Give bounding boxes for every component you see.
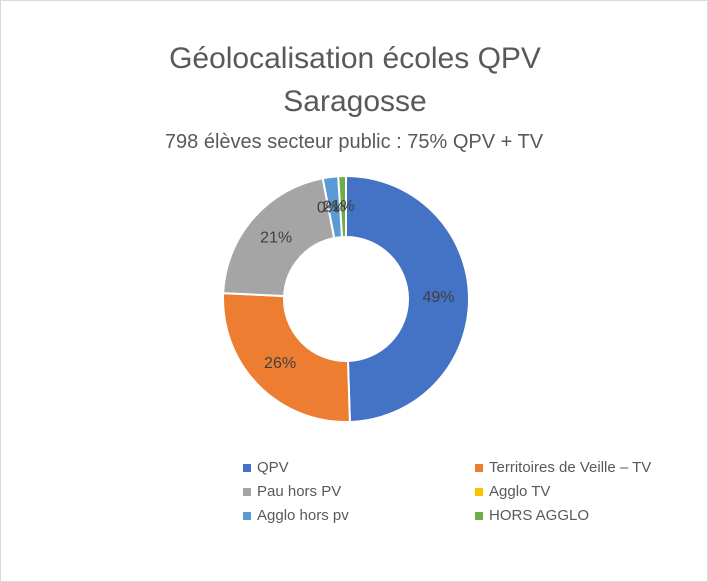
data-label: 0% <box>317 199 340 216</box>
data-label: 49% <box>422 289 454 306</box>
legend-label: Pau hors PV <box>257 483 341 500</box>
legend-label: QPV <box>257 459 289 476</box>
donut-slice <box>222 177 336 298</box>
legend-swatch <box>475 464 483 472</box>
legend-swatch <box>475 488 483 496</box>
legend-swatch <box>243 512 251 520</box>
legend-label: Agglo TV <box>489 483 550 500</box>
data-label: 1% <box>332 198 355 215</box>
data-label: 26% <box>264 355 296 372</box>
data-label: 2% <box>323 198 346 215</box>
legend-swatch <box>475 512 483 520</box>
legend-swatch <box>243 488 251 496</box>
legend-label: HORS AGGLO <box>489 507 589 524</box>
legend-label: Agglo hors pv <box>257 507 349 524</box>
data-label: 21% <box>260 230 292 247</box>
legend-label: Territoires de Veille – TV <box>489 459 651 476</box>
donut-slice <box>345 174 470 423</box>
chart-title: Géolocalisation écoles QPV Saragosse <box>169 42 541 118</box>
chart-subtitle: 798 élèves secteur public : 75% QPV + TV <box>164 131 544 153</box>
donut-slice <box>222 292 351 423</box>
legend-swatch <box>243 464 251 472</box>
donut-slice <box>337 174 347 239</box>
